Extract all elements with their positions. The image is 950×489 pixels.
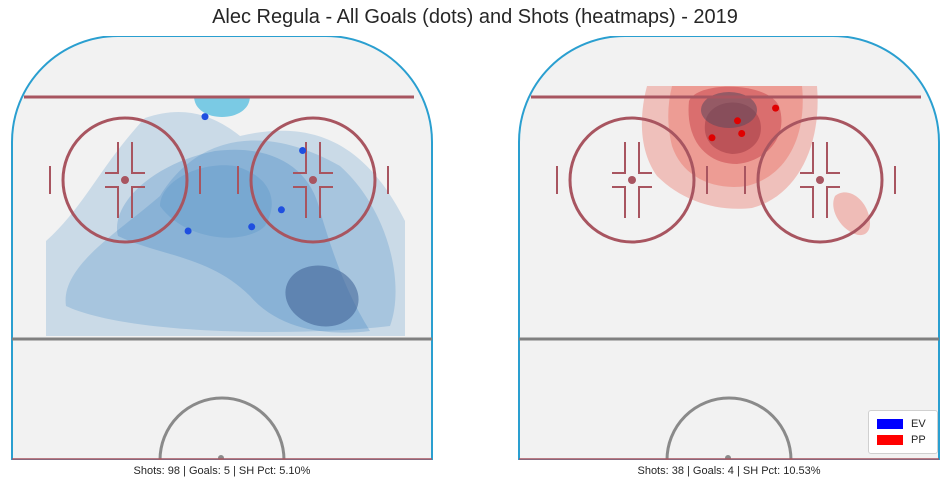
goal-dot-pp-2 xyxy=(734,117,741,124)
chart-title: Alec Regula - All Goals (dots) and Shots… xyxy=(0,6,950,29)
goal-dot-ev-2 xyxy=(299,147,306,154)
goal-dot-ev-1 xyxy=(202,113,209,120)
goal-dot-ev-4 xyxy=(248,223,255,230)
panel-caption-pp: Shots: 38 | Goals: 4 | SH Pct: 10.53% xyxy=(517,465,941,477)
legend-label-ev: EV xyxy=(911,418,926,430)
goal-dot-pp-1 xyxy=(772,105,779,112)
legend-label-pp: PP xyxy=(911,434,926,446)
goal-dot-ev-3 xyxy=(278,206,285,213)
legend: EV PP xyxy=(868,410,938,454)
panel-caption-ev: Shots: 98 | Goals: 5 | SH Pct: 5.10% xyxy=(10,465,434,477)
rink-panel-pp xyxy=(517,36,941,460)
goal-dot-pp-3 xyxy=(738,130,745,137)
legend-swatch-pp xyxy=(877,435,903,445)
legend-swatch-ev xyxy=(877,419,903,429)
goal-dot-pp-4 xyxy=(709,134,716,141)
rink-panel-ev xyxy=(10,36,434,460)
legend-entry-ev: EV xyxy=(877,417,926,431)
goal-dot-ev-5 xyxy=(185,228,192,235)
legend-entry-pp: PP xyxy=(877,433,926,447)
